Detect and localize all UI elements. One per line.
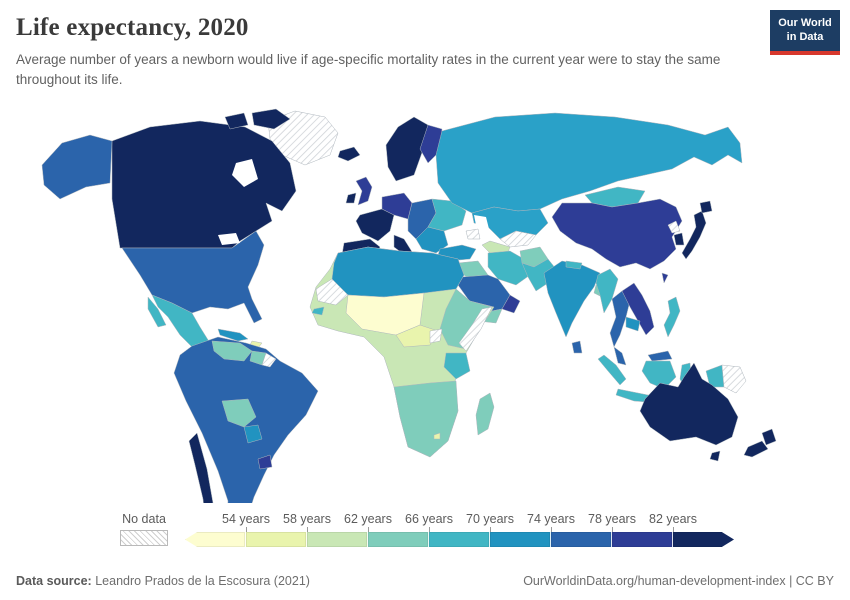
legend-bin-over-82[interactable]	[673, 532, 734, 547]
country-uruguay[interactable]	[258, 455, 272, 469]
country-ireland[interactable]	[346, 193, 356, 203]
region-vietnam-laos[interactable]	[622, 283, 654, 335]
country-malaysia[interactable]	[614, 347, 626, 365]
legend-tick-label: 66 years	[405, 512, 453, 526]
legend-bin-62-66[interactable]	[368, 532, 429, 547]
country-new-zealand-north[interactable]	[762, 429, 776, 445]
country-cambodia[interactable]	[626, 317, 640, 331]
country-iceland[interactable]	[338, 147, 360, 161]
owid-logo-accent-bar	[770, 50, 840, 55]
legend-tick-mark	[612, 527, 613, 532]
region-caucasus[interactable]	[466, 229, 480, 239]
country-malaysia-borneo[interactable]	[648, 351, 672, 361]
country-philippines[interactable]	[664, 297, 680, 337]
data-source: Data source: Leandro Prados de la Escosu…	[16, 574, 310, 588]
map-legend: No data 54 years 58 years 62 years 66 ye…	[120, 508, 740, 550]
chart-title: Life expectancy, 2020	[16, 14, 249, 41]
country-papua-new-guinea[interactable]	[722, 365, 746, 393]
legend-tick-label: 62 years	[344, 512, 392, 526]
country-new-zealand-south[interactable]	[744, 441, 768, 457]
country-taiwan[interactable]	[662, 273, 668, 283]
region-oman-uae[interactable]	[502, 295, 520, 313]
legend-tick-mark	[673, 527, 674, 532]
legend-tick-label: 70 years	[466, 512, 514, 526]
no-data-swatch	[120, 530, 168, 546]
country-south-sudan[interactable]	[430, 329, 442, 343]
legend-tick-mark	[307, 527, 308, 532]
legend-bin-58-62[interactable]	[307, 532, 368, 547]
legend-tick-mark	[429, 527, 430, 532]
country-north-korea[interactable]	[668, 221, 680, 233]
legend-tick-mark	[551, 527, 552, 532]
data-source-value: Leandro Prados de la Escosura (2021)	[95, 574, 310, 588]
legend-tick-label: 82 years	[649, 512, 697, 526]
owid-logo[interactable]: Our World in Data	[770, 10, 840, 55]
country-usa[interactable]	[122, 231, 264, 323]
country-australia-tasmania[interactable]	[710, 451, 720, 461]
country-western-sahara[interactable]	[316, 279, 348, 305]
country-suriname[interactable]	[262, 353, 276, 367]
country-alaska[interactable]	[42, 135, 112, 199]
country-indonesia-sumatra[interactable]	[598, 355, 626, 385]
country-canada[interactable]	[112, 121, 296, 248]
legend-bin-74-78[interactable]	[551, 532, 612, 547]
country-uzbekistan[interactable]	[500, 231, 536, 247]
country-madagascar[interactable]	[476, 393, 494, 435]
chart-header: Life expectancy, 2020 Average number of …	[16, 14, 750, 89]
country-sri-lanka[interactable]	[572, 341, 582, 353]
country-canada-arctic-island2[interactable]	[225, 113, 248, 129]
legend-no-data[interactable]: No data	[120, 512, 168, 546]
country-senegal[interactable]	[312, 307, 324, 315]
country-bolivia[interactable]	[222, 399, 256, 427]
chart-footer: Data source: Leandro Prados de la Escosu…	[16, 574, 834, 588]
country-somalia[interactable]	[459, 307, 492, 351]
no-data-label: No data	[122, 512, 166, 526]
country-india[interactable]	[544, 261, 600, 337]
legend-tick-label: 78 years	[588, 512, 636, 526]
country-south-korea[interactable]	[674, 233, 684, 245]
legend-color-bar	[185, 532, 734, 547]
chart-subtitle: Average number of years a newborn would …	[16, 52, 721, 87]
region-south-america[interactable]	[174, 337, 318, 503]
country-nepal[interactable]	[566, 261, 582, 269]
caspian-sea	[474, 215, 490, 237]
legend-tick-label: 58 years	[283, 512, 331, 526]
legend-bin-78-82[interactable]	[612, 532, 673, 547]
hudson-bay	[232, 159, 258, 187]
country-canada-arctic-island[interactable]	[252, 109, 290, 129]
country-venezuela[interactable]	[212, 341, 252, 361]
country-paraguay[interactable]	[244, 425, 262, 443]
country-uk[interactable]	[356, 177, 372, 205]
legend-tick-label: 74 years	[527, 512, 575, 526]
legend-bin-70-74[interactable]	[490, 532, 551, 547]
owid-logo-text: Our World in Data	[770, 10, 840, 51]
country-france[interactable]	[356, 209, 394, 241]
country-japan[interactable]	[682, 211, 706, 259]
legend-tick-mark	[368, 527, 369, 532]
legend-bin-54-58[interactable]	[246, 532, 307, 547]
country-mexico-baja[interactable]	[148, 297, 166, 327]
legend-tick-label: 54 years	[222, 512, 270, 526]
country-japan-hokkaido[interactable]	[700, 201, 712, 213]
country-iran[interactable]	[488, 251, 530, 285]
legend-tick-mark	[490, 527, 491, 532]
country-myanmar[interactable]	[596, 269, 618, 313]
country-cuba[interactable]	[218, 329, 248, 341]
great-lakes	[218, 233, 240, 245]
world-map	[0, 103, 850, 503]
legend-bin-66-70[interactable]	[429, 532, 490, 547]
legend-bin-under-54[interactable]	[185, 532, 246, 547]
legend-tick-mark	[246, 527, 247, 532]
country-lesotho[interactable]	[434, 433, 440, 439]
country-tanzania[interactable]	[444, 353, 470, 379]
data-source-label: Data source:	[16, 574, 92, 588]
country-china[interactable]	[552, 199, 682, 269]
region-southern-africa[interactable]	[394, 381, 458, 457]
country-australia[interactable]	[640, 363, 738, 445]
footer-link[interactable]: OurWorldinData.org/human-development-ind…	[523, 574, 834, 588]
